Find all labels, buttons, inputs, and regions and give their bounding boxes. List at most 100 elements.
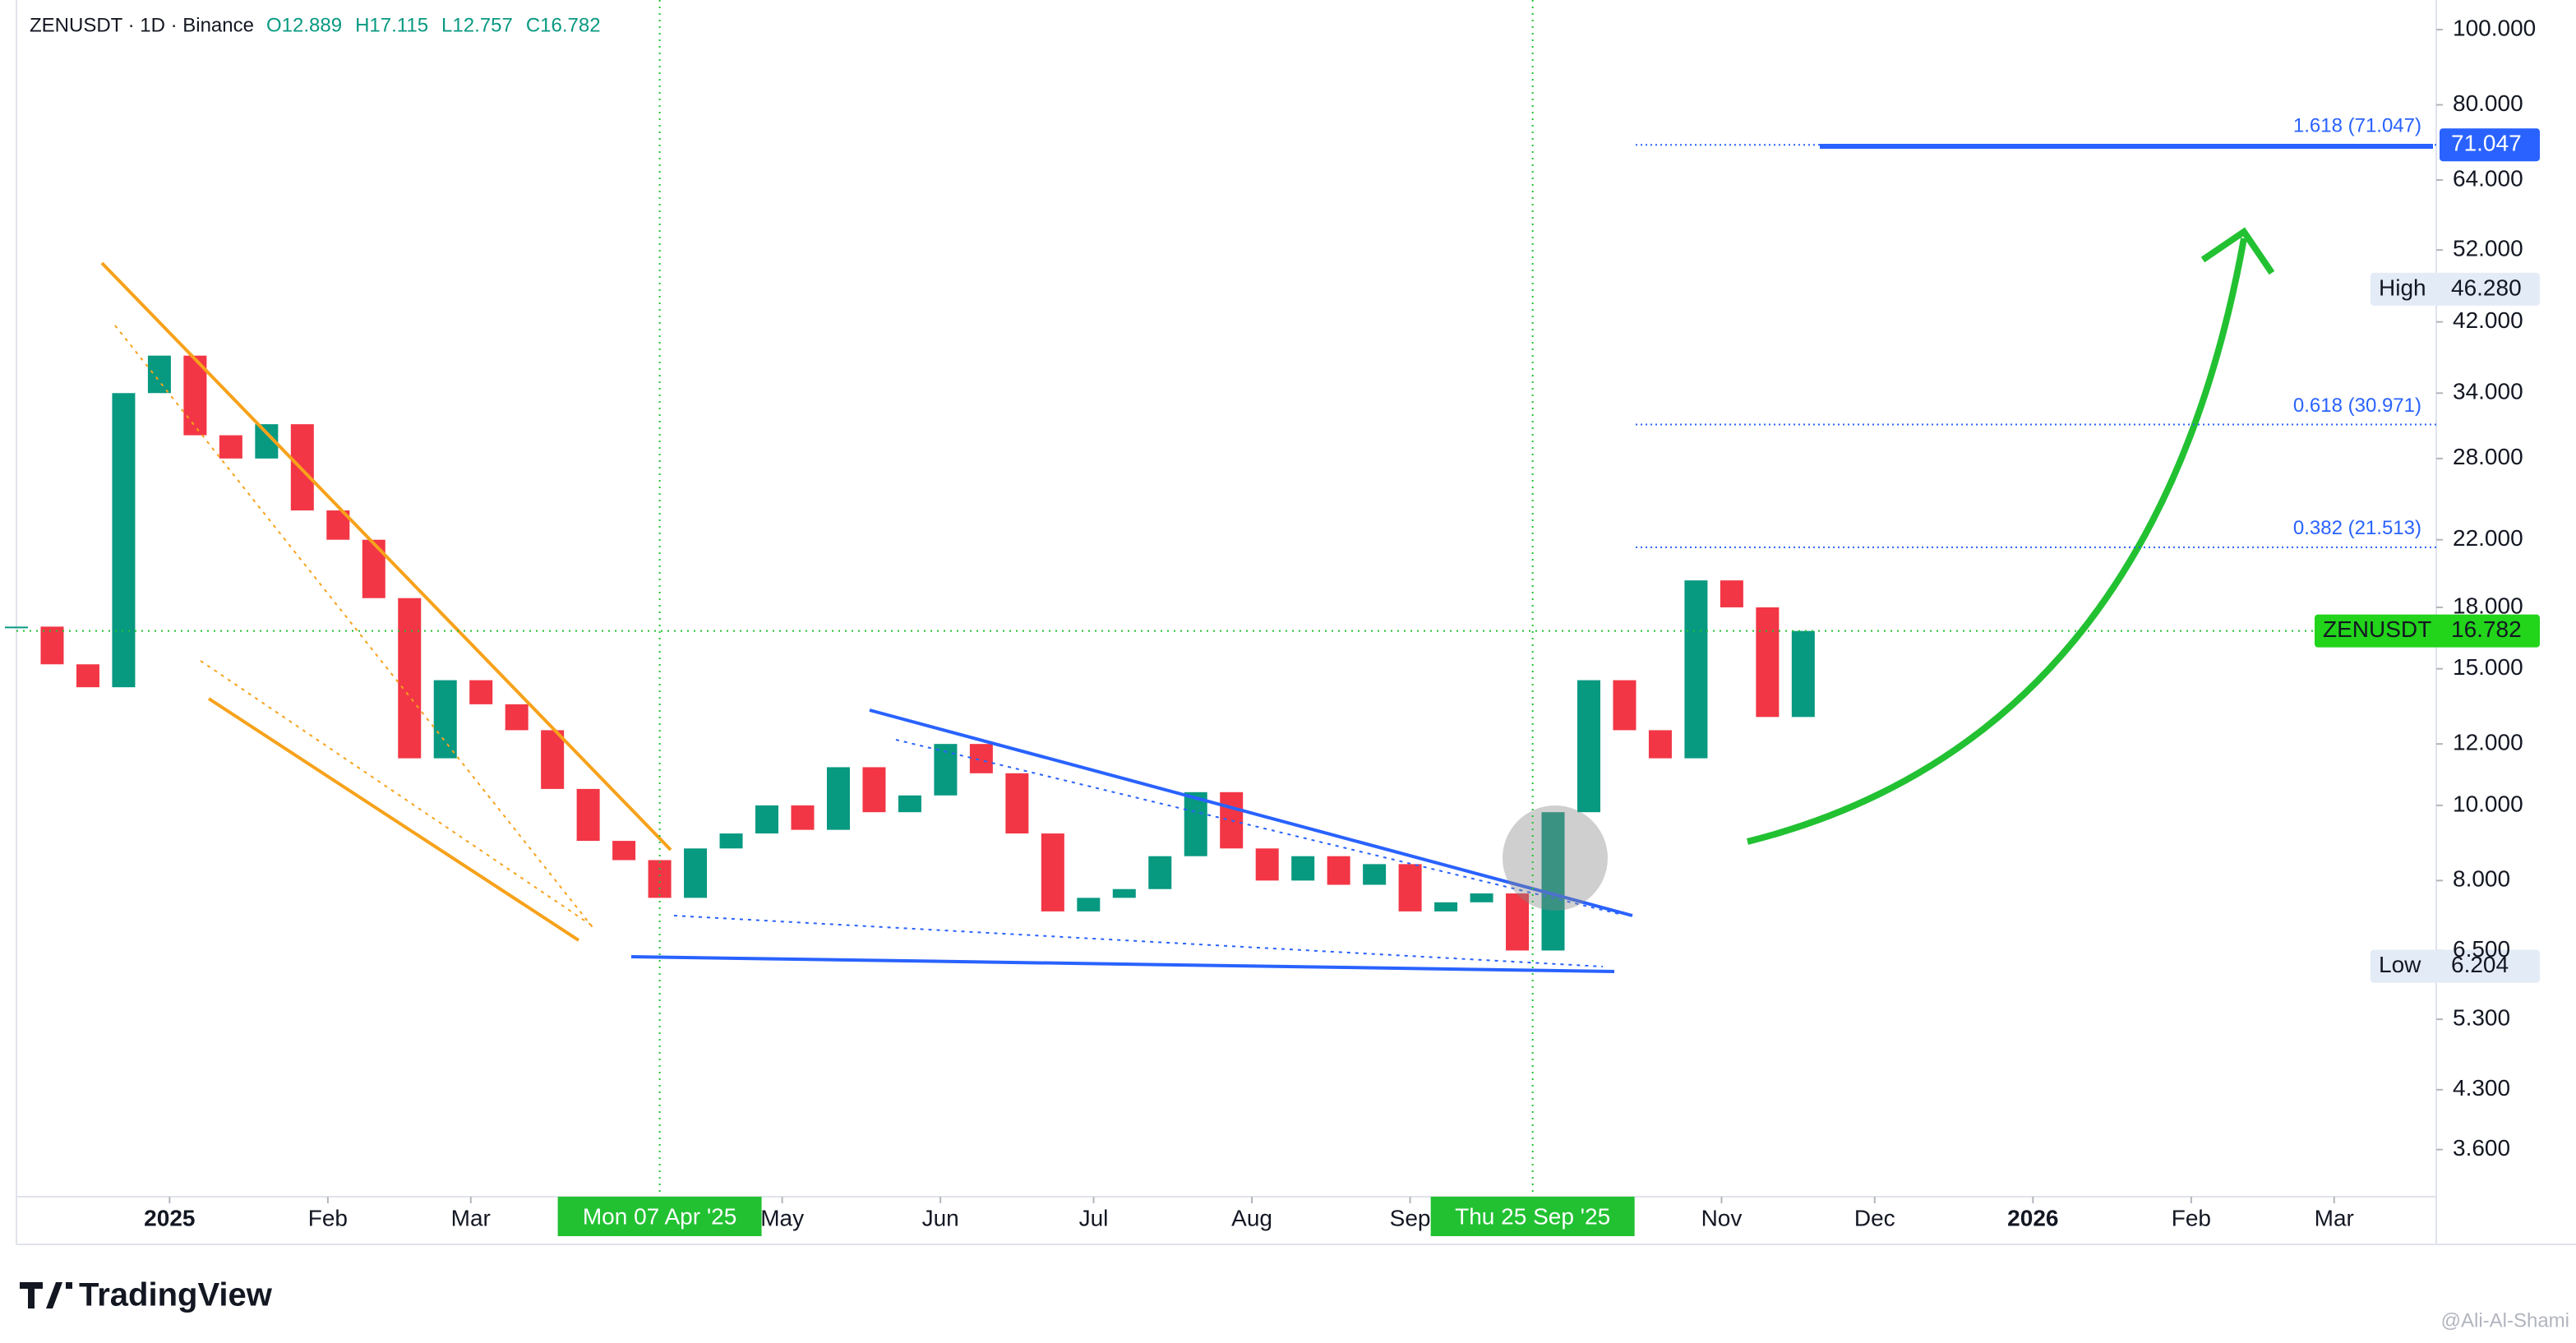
ohlc-value: L12.757 (441, 14, 513, 36)
candle (469, 680, 493, 704)
x-tick-label: Nov (1701, 1205, 1743, 1230)
x-tick-label: Feb (2172, 1205, 2211, 1230)
y-tick-label: 64.000 (2453, 165, 2523, 191)
candle (1541, 812, 1565, 951)
x-tick-label: 2026 (2007, 1205, 2058, 1230)
fib-label: 0.618 (30.971) (2293, 395, 2421, 417)
y-tick-label: 4.300 (2453, 1075, 2510, 1101)
candle (576, 788, 600, 842)
watermark: @Ali-Al-Shami (2441, 1309, 2569, 1331)
y-tick-label: 15.000 (2453, 654, 2523, 680)
y-tick-label: 3.600 (2453, 1135, 2510, 1161)
candle (791, 805, 815, 830)
candle (898, 795, 921, 813)
candle (290, 424, 314, 511)
x-tick-label: Sep (1390, 1205, 1431, 1230)
candle (1327, 856, 1350, 885)
y-tick-label: 12.000 (2453, 730, 2523, 755)
price-badge-name: ZENUSDT (2323, 616, 2431, 642)
y-tick-label: 8.000 (2453, 866, 2510, 892)
y-tick-label: 52.000 (2453, 236, 2523, 261)
candle (1506, 893, 1530, 951)
candle (826, 767, 850, 830)
candle (648, 860, 672, 898)
overlay: Mon 07 Apr '25 Thu 25 Sep '25 1.618 (71.04… (16, 0, 2540, 1236)
candle (1398, 864, 1422, 911)
y-tick-label: 100.000 (2453, 15, 2536, 40)
price-badge (2440, 128, 2540, 162)
price-badge-value: 16.782 (2451, 616, 2522, 642)
price-badge-value: 46.280 (2451, 275, 2522, 300)
ohlc-value: O12.889 (266, 14, 342, 36)
x-tick-label: May (760, 1205, 804, 1230)
y-tick-label: 34.000 (2453, 379, 2523, 404)
arrow (1747, 238, 2247, 845)
candle (1756, 607, 1780, 718)
candle (1791, 630, 1815, 718)
candle (5, 626, 28, 629)
candle (1363, 864, 1387, 885)
candle (219, 435, 242, 459)
x-tick-label: Mar (451, 1205, 491, 1230)
candle (433, 680, 457, 759)
x-tick-label: Dec (1854, 1205, 1895, 1230)
price-badge-value: 6.204 (2451, 952, 2509, 977)
candle (1220, 791, 1244, 849)
candle (719, 833, 743, 849)
candle (934, 744, 958, 796)
candle (1005, 773, 1029, 834)
candle (1470, 893, 1493, 902)
candle (1434, 902, 1458, 911)
ohlc-legend: O12.889 H17.115 L12.757 C16.782 (266, 14, 601, 36)
candle (1291, 856, 1315, 881)
candle (1077, 898, 1101, 911)
candle (1184, 791, 1207, 856)
logo-icon (20, 1282, 72, 1308)
drawings (100, 144, 2433, 973)
x-tick-label: 2025 (144, 1205, 195, 1230)
price-badge-value: 71.047 (2451, 131, 2522, 156)
candle (1112, 888, 1136, 898)
y-tick-label: 42.000 (2453, 307, 2523, 333)
symbol: ZENUSDT · 1D · Binance (30, 14, 254, 36)
candle (505, 704, 529, 731)
trend-line (207, 697, 580, 942)
price-badge (2371, 949, 2540, 983)
candle (398, 598, 422, 759)
trend-line (673, 915, 1604, 967)
x-tick-label: Feb (308, 1205, 348, 1230)
arrow-head (2200, 227, 2275, 275)
price-badge (2315, 614, 2540, 648)
candle (1720, 580, 1743, 607)
trend-line (630, 955, 1615, 973)
candle (112, 393, 136, 688)
candle (1613, 680, 1637, 731)
candle (541, 730, 565, 789)
x-tick-label: Jul (1079, 1205, 1109, 1230)
price-badge (2371, 272, 2540, 306)
crosshair-label: Mon 07 Apr '25 (583, 1203, 736, 1229)
trend-line (895, 739, 1620, 915)
candles (5, 355, 1815, 951)
candle (612, 841, 636, 861)
candle (684, 848, 708, 898)
highlight-circle (1503, 805, 1608, 911)
candle (1148, 856, 1172, 889)
x-tick-label: Aug (1231, 1205, 1272, 1230)
candle (1684, 580, 1708, 759)
y-tick-label: 18.000 (2453, 593, 2523, 618)
crosshair-badge (557, 1197, 762, 1236)
y-tick-label: 5.300 (2453, 1005, 2510, 1031)
candle (1648, 730, 1672, 759)
x-tick-label: Jun (922, 1205, 959, 1230)
ohlc-value: H17.115 (355, 14, 428, 36)
candle (147, 355, 171, 394)
trend-line (100, 261, 672, 851)
crosshair-badge (1430, 1197, 1635, 1236)
trend-line (869, 708, 1633, 917)
y-tick-label: 28.000 (2453, 444, 2523, 469)
fib-label: 0.382 (21.513) (2293, 517, 2421, 539)
